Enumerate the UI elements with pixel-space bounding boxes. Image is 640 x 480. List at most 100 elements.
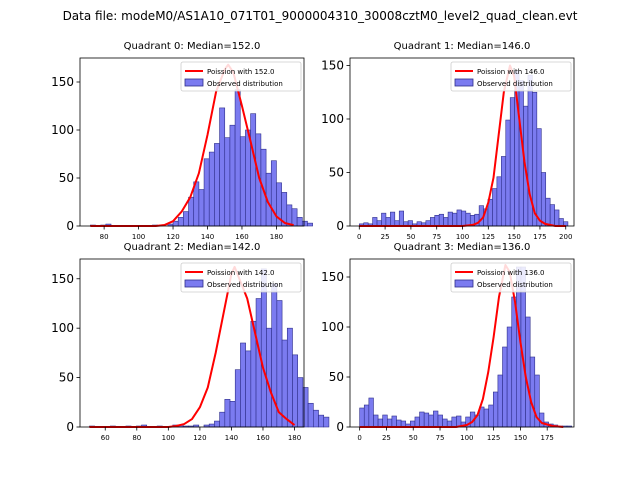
histogram-bar xyxy=(198,189,205,227)
histogram-bar xyxy=(437,414,443,428)
x-axis-ticks: 60 80 100 120 140 160 180 xyxy=(101,427,301,442)
histogram-bar xyxy=(193,181,200,227)
y-tick-label: 0 xyxy=(66,219,74,233)
histogram-bar xyxy=(496,176,502,227)
histogram-bar xyxy=(434,215,440,227)
x-tick-label: 200 xyxy=(559,233,572,241)
histogram-bar xyxy=(224,399,231,428)
y-tick-label: 50 xyxy=(329,370,344,384)
histogram-bar xyxy=(438,213,444,227)
histogram-bar xyxy=(385,217,391,227)
y-tick-label: 50 xyxy=(59,371,74,385)
x-tick-label: 125 xyxy=(487,434,500,442)
subplot-0: Quadrant 0: Median=152.0 80 100 120 140 160 18… xyxy=(51,41,313,241)
histogram-bar xyxy=(501,156,507,227)
histogram-bar xyxy=(281,339,288,428)
x-tick-label: 25 xyxy=(381,233,390,241)
legend-observed-swatch xyxy=(454,279,474,288)
axes-frame xyxy=(79,57,305,227)
histogram-bar xyxy=(465,212,471,227)
x-tick-label: 75 xyxy=(436,434,445,442)
x-axis-ticks: 0 25 50 75 100 125 150 175 xyxy=(357,427,554,442)
x-tick-label: 0 xyxy=(357,233,361,241)
legend: Poission with 136.0 Observed distribution xyxy=(450,262,572,293)
y-axis-ticks: 0 50 100 150 xyxy=(51,75,80,233)
histogram-bar xyxy=(451,416,457,428)
x-tick-label: 25 xyxy=(382,434,391,442)
legend-observed-swatch xyxy=(184,279,204,288)
histogram-bar xyxy=(398,210,404,227)
histogram-bar xyxy=(497,374,503,428)
x-tick-label: 50 xyxy=(406,233,415,241)
axes-frame xyxy=(349,258,575,428)
x-tick-label: 80 xyxy=(132,434,141,442)
subplot-title: Quadrant 0: Median=152.0 xyxy=(124,41,261,52)
histogram-bar xyxy=(433,410,439,428)
histogram-bar xyxy=(461,210,467,227)
figure-title: Data file: modeM0/AS1A10_071T01_90000043… xyxy=(63,9,578,23)
histogram-bar xyxy=(240,342,246,428)
subplot-title: Quadrant 1: Median=146.0 xyxy=(394,41,531,52)
x-tick-label: 150 xyxy=(507,233,520,241)
histogram-bar xyxy=(318,414,325,428)
y-tick-label: 150 xyxy=(51,272,74,286)
x-tick-label: 160 xyxy=(235,233,248,241)
histogram-bar xyxy=(255,298,262,428)
x-tick-label: 100 xyxy=(132,233,145,241)
subplot-title: Quadrant 2: Median=142.0 xyxy=(124,242,261,253)
legend-observed-swatch xyxy=(454,78,474,87)
histogram-bar xyxy=(177,217,184,227)
subplot-title: Quadrant 3: Median=136.0 xyxy=(394,242,531,253)
histogram-bar xyxy=(234,89,241,227)
legend: Poission with 152.0 Observed distribution xyxy=(180,61,302,92)
y-axis-ticks: 0 50 100 150 xyxy=(321,270,350,434)
histogram-bar xyxy=(203,158,210,227)
histogram-bar xyxy=(390,211,396,227)
histogram-bar xyxy=(381,212,387,227)
histogram-bar xyxy=(525,316,531,428)
subplot-1: Quadrant 1: Median=146.0 0 25 50 75 100 125 150… xyxy=(321,41,575,241)
histogram-bar xyxy=(188,196,195,227)
histogram-bar xyxy=(382,414,388,428)
histogram-bar xyxy=(219,411,226,428)
legend-observed-swatch xyxy=(184,78,204,87)
histogram-bar xyxy=(266,327,272,428)
histogram-bar xyxy=(286,327,293,428)
histogram-bar xyxy=(442,418,448,428)
legend-box xyxy=(180,61,302,92)
y-tick-label: 100 xyxy=(51,123,74,137)
y-tick-label: 100 xyxy=(51,321,74,335)
x-tick-label: 100 xyxy=(162,434,175,442)
x-tick-label: 100 xyxy=(460,434,473,442)
histogram-bar xyxy=(529,356,536,428)
histogram-bar xyxy=(183,211,189,227)
histogram-bar xyxy=(250,113,257,227)
x-tick-label: 125 xyxy=(482,233,495,241)
histogram-bar xyxy=(301,220,308,227)
x-axis-ticks: 0 25 50 75 100 125 150 175 200 xyxy=(357,226,572,241)
legend-observed-label: Observed distribution xyxy=(207,80,283,88)
histogram-bar xyxy=(483,408,489,428)
legend-box xyxy=(180,262,302,293)
histogram-bar xyxy=(214,420,220,428)
histogram-bar xyxy=(323,416,330,428)
histogram-bar xyxy=(208,423,215,428)
subplot-3: Quadrant 3: Median=136.0 0 25 50 75 100 125 150… xyxy=(321,242,575,442)
histogram-bar xyxy=(297,377,304,428)
x-axis-ticks: 80 100 120 140 160 180 xyxy=(100,226,283,241)
y-tick-label: 100 xyxy=(321,112,344,126)
y-tick-label: 50 xyxy=(329,165,344,179)
histogram-bar xyxy=(214,143,220,227)
histogram-bar xyxy=(443,217,449,227)
histogram-bar xyxy=(488,404,494,428)
x-tick-label: 100 xyxy=(456,233,469,241)
x-tick-label: 175 xyxy=(533,233,546,241)
histogram-bars xyxy=(89,268,330,428)
y-tick-label: 150 xyxy=(321,270,344,284)
histogram-bar xyxy=(506,326,513,428)
histogram-bar xyxy=(229,401,236,428)
x-tick-label: 120 xyxy=(166,233,179,241)
histogram-bar xyxy=(396,419,402,428)
histogram-bar xyxy=(545,197,551,227)
histogram-bar xyxy=(554,209,560,227)
